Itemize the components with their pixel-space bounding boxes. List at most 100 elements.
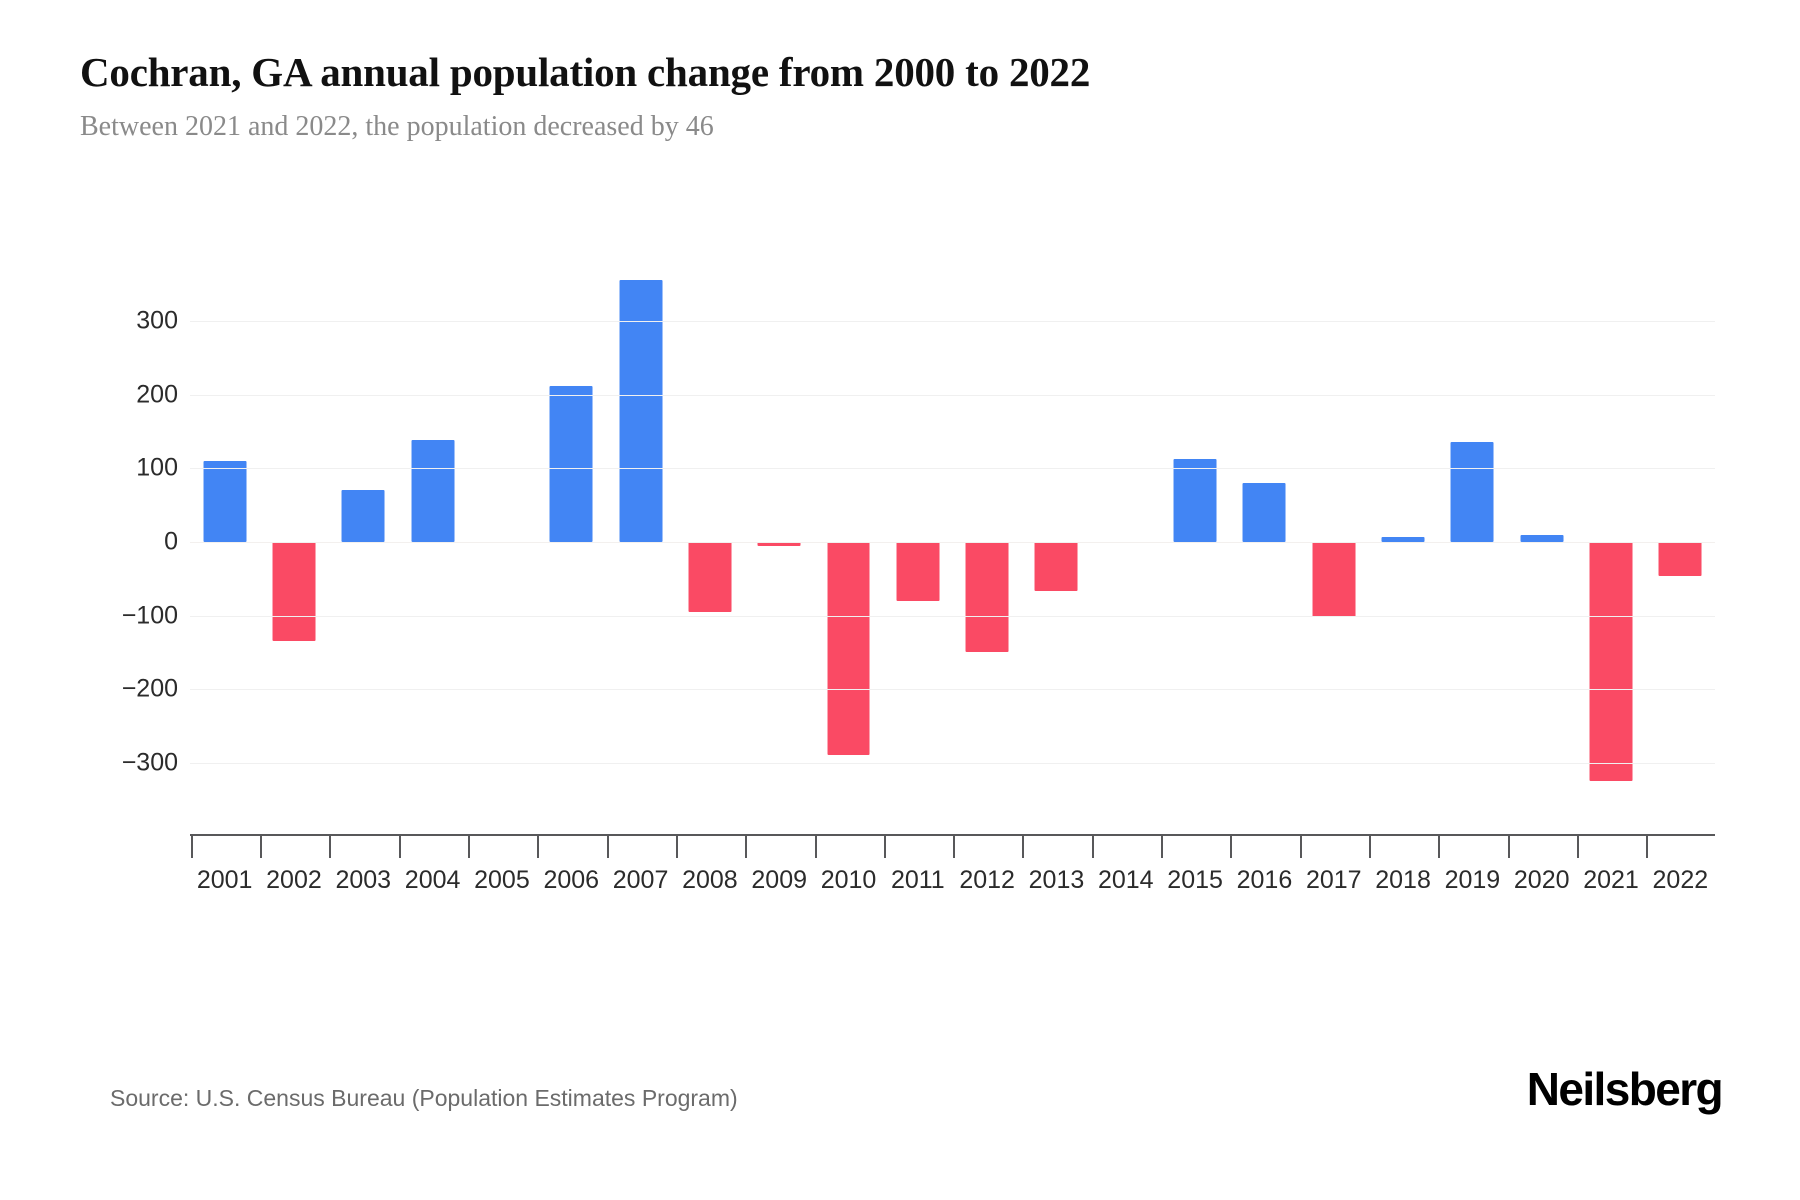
x-axis-tick-label: 2004 xyxy=(404,866,461,894)
x-axis-tick-label: 2007 xyxy=(612,866,669,894)
bar-group[interactable] xyxy=(259,262,328,807)
x-axis-tick-mark xyxy=(259,834,262,858)
bar-2009[interactable] xyxy=(757,541,801,546)
bar-2007[interactable] xyxy=(619,280,663,542)
x-axis-tick-mark xyxy=(1369,834,1372,858)
x-axis-tick-label: 2022 xyxy=(1652,866,1709,894)
bar-2006[interactable] xyxy=(549,385,593,542)
bar-2011[interactable] xyxy=(896,541,940,601)
bar-group[interactable] xyxy=(467,262,536,807)
x-axis-tick-label: 2015 xyxy=(1167,866,1223,894)
gridline xyxy=(190,615,1715,617)
bar-2021[interactable] xyxy=(1589,541,1633,782)
x-axis-tick-label: 2008 xyxy=(682,866,738,894)
bar-2003[interactable] xyxy=(341,490,385,542)
source-note: Source: U.S. Census Bureau (Population E… xyxy=(110,1085,738,1111)
y-axis-tick-label: 100 xyxy=(136,453,178,482)
bar-2008[interactable] xyxy=(688,541,732,612)
bar-2002[interactable] xyxy=(272,541,316,642)
gridline xyxy=(190,468,1715,470)
page-title: Cochran, GA annual population change fro… xyxy=(80,49,1091,95)
x-axis-tick-mark xyxy=(1022,834,1025,858)
y-axis-tick-label: 300 xyxy=(136,306,178,335)
x-axis-tick-mark xyxy=(814,834,817,858)
bar-group[interactable] xyxy=(537,262,606,807)
chart-subtitle: Between 2021 and 2022, the population de… xyxy=(80,111,714,143)
x-axis-tick-label: 2011 xyxy=(890,866,945,894)
bar-2013[interactable] xyxy=(1034,541,1078,592)
bar-group[interactable] xyxy=(1160,262,1229,807)
x-axis-tick-mark xyxy=(883,834,886,858)
bar-2004[interactable] xyxy=(411,440,455,542)
x-axis-tick-label: 2013 xyxy=(1028,866,1085,894)
x-axis-tick-mark xyxy=(1438,834,1441,858)
x-axis-tick-label: 2009 xyxy=(751,866,808,894)
chart-plot-area: 300 200 100 0 −100 −200 −300 2001 2002 2003 2004 2… xyxy=(0,250,1800,894)
x-axis-tick-label: 2020 xyxy=(1513,866,1570,894)
x-axis-tick-label: 2010 xyxy=(820,866,877,894)
x-axis-tick-label: 2001 xyxy=(196,866,253,894)
bar-2017[interactable] xyxy=(1312,541,1356,617)
x-axis-tick-mark xyxy=(537,834,540,858)
y-axis-tick-label: −300 xyxy=(121,748,178,777)
bar-2015[interactable] xyxy=(1173,459,1217,542)
bar-group[interactable] xyxy=(1646,262,1715,807)
bar-group[interactable] xyxy=(1507,262,1576,807)
bar-group[interactable] xyxy=(1299,262,1368,807)
x-axis-tick-mark xyxy=(953,834,956,858)
y-axis-tick-label: −100 xyxy=(121,601,178,629)
x-axis-tick-label: 2003 xyxy=(335,866,392,894)
x-axis-line xyxy=(190,834,1715,836)
x-axis-tick-mark xyxy=(190,834,193,858)
bar-group[interactable] xyxy=(1230,262,1299,807)
x-axis-tick-mark xyxy=(467,834,470,858)
bar-2020[interactable] xyxy=(1520,535,1564,542)
gridline xyxy=(190,689,1715,691)
x-axis-tick-mark xyxy=(1299,834,1302,858)
gridline xyxy=(190,762,1715,764)
x-axis-tick-label: 2014 xyxy=(1097,866,1154,894)
x-axis-tick-mark xyxy=(1161,834,1164,858)
gridline xyxy=(190,394,1715,396)
x-axis-tick-mark xyxy=(1577,834,1580,858)
bar-group[interactable] xyxy=(1576,262,1645,807)
bar-2010[interactable] xyxy=(827,541,870,756)
x-axis-tick-label: 2012 xyxy=(959,866,1015,894)
x-axis-tick-label: 2017 xyxy=(1305,866,1362,894)
y-axis-tick-label: 0 xyxy=(164,527,178,556)
bar-2019[interactable] xyxy=(1450,442,1494,542)
x-axis-tick-mark xyxy=(606,834,609,858)
bar-group[interactable] xyxy=(190,262,259,807)
bar-2018[interactable] xyxy=(1381,537,1425,542)
y-axis-tick-label: 200 xyxy=(136,380,178,409)
bar-2012[interactable] xyxy=(965,541,1009,653)
x-axis-tick-mark xyxy=(1507,834,1510,858)
x-axis-tick-mark xyxy=(675,834,678,858)
bar-group[interactable] xyxy=(606,262,675,807)
x-axis-tick-mark xyxy=(329,834,332,858)
x-axis-tick-label: 2018 xyxy=(1375,866,1431,894)
chart-header: Cochran, GA annual population change fro… xyxy=(80,48,1720,144)
gridline xyxy=(190,541,1715,543)
x-axis-tick-label: 2006 xyxy=(543,866,600,894)
x-axis-tick-label: 2002 xyxy=(266,866,322,894)
bar-2022[interactable] xyxy=(1658,541,1702,576)
bar-group[interactable] xyxy=(953,262,1022,807)
bar-group[interactable] xyxy=(814,262,883,807)
bar-group[interactable] xyxy=(745,262,814,807)
bar-group[interactable] xyxy=(1022,262,1091,807)
bar-group[interactable] xyxy=(1091,262,1160,807)
bar-group[interactable] xyxy=(398,262,467,807)
x-axis-tick-mark xyxy=(745,834,748,858)
bar-group[interactable] xyxy=(675,262,744,807)
y-axis-tick-label: −200 xyxy=(121,674,178,703)
x-axis-tick-label: 2016 xyxy=(1236,866,1293,894)
bar-group[interactable] xyxy=(883,262,952,807)
bar-2001[interactable] xyxy=(203,460,247,542)
bar-2016[interactable] xyxy=(1242,482,1286,542)
brand-logo: Neilsberg xyxy=(1526,1063,1724,1115)
bar-group[interactable] xyxy=(329,262,398,807)
bar-group[interactable] xyxy=(1438,262,1507,807)
bar-group[interactable] xyxy=(1368,262,1437,807)
